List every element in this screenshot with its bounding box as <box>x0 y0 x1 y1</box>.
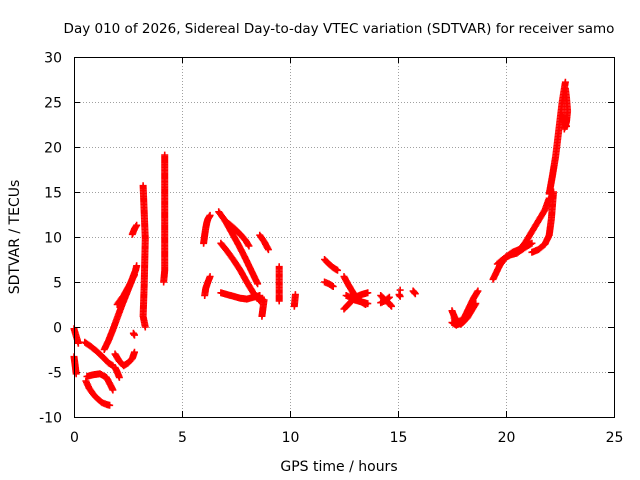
data-series-segment <box>396 286 404 294</box>
data-series-segment <box>409 287 419 298</box>
data-series-segment <box>217 239 264 305</box>
y-tick-label: 0 <box>53 321 62 337</box>
data-point <box>133 221 141 229</box>
y-tick-label: 25 <box>44 96 62 112</box>
data-series-segment <box>256 231 272 254</box>
y-tick-label: 10 <box>44 231 62 247</box>
data-series-segment <box>139 182 149 331</box>
data-point <box>385 293 393 301</box>
data-series-segment <box>201 273 214 299</box>
y-tick-label: -5 <box>48 366 62 382</box>
data-series-segment <box>70 325 82 347</box>
data-series-segment <box>160 151 169 286</box>
data-point <box>74 339 82 347</box>
x-tick-label: 15 <box>390 430 408 446</box>
data-point <box>411 290 419 298</box>
data-point <box>396 286 404 294</box>
data-series-segment <box>128 221 141 238</box>
data-point <box>254 280 262 288</box>
x-tick-label: 20 <box>498 430 516 446</box>
data-point <box>106 401 114 409</box>
x-tick-label: 0 <box>70 430 79 446</box>
data-point <box>258 312 266 320</box>
chart-title: Day 010 of 2026, Sidereal Day-to-day VTE… <box>64 21 615 37</box>
y-tick-label: 5 <box>53 276 62 292</box>
data-point <box>467 305 475 313</box>
data-series-segment <box>515 194 553 254</box>
data-point <box>364 300 372 308</box>
data-point <box>562 122 570 130</box>
data-point <box>290 302 298 310</box>
y-tick-label: 15 <box>44 186 62 202</box>
data-series-segment <box>395 291 404 300</box>
data-series-segment <box>129 329 138 339</box>
data-point <box>206 211 214 219</box>
data-series-segment <box>221 217 253 250</box>
plot-frame <box>74 57 615 418</box>
data-series-segment <box>493 240 534 268</box>
data-series-segment <box>321 256 342 274</box>
data-series-segment <box>81 338 117 370</box>
data-series-segment <box>377 293 393 307</box>
data-series-segment <box>450 305 475 326</box>
x-tick-label: 10 <box>282 430 300 446</box>
y-tick-label: 20 <box>44 141 62 157</box>
data-series-segment <box>275 263 283 305</box>
data-point <box>334 266 342 274</box>
data-series-segment <box>321 278 337 290</box>
data-point <box>129 329 137 337</box>
data-point <box>396 292 404 300</box>
data-point <box>474 287 482 295</box>
data-point <box>206 273 214 281</box>
data-point <box>384 294 392 302</box>
data-point <box>130 348 138 356</box>
data-point <box>245 242 253 250</box>
data-point <box>160 278 168 286</box>
data-series-segment <box>82 377 114 409</box>
data-series-segment <box>290 291 299 310</box>
x-tick-label: 5 <box>178 430 187 446</box>
y-tick-label: -10 <box>39 411 62 427</box>
data-point <box>109 386 117 394</box>
data-series-segment <box>256 294 268 320</box>
data-series-segment <box>83 370 117 394</box>
data-point <box>115 373 123 381</box>
data-point <box>264 246 272 254</box>
data-series-segment <box>558 112 570 130</box>
data-series-segment <box>113 271 138 308</box>
data-point <box>244 241 252 249</box>
data-point <box>329 283 337 290</box>
data-point <box>275 297 283 305</box>
grid <box>74 57 614 417</box>
data-series-segment <box>111 348 138 370</box>
y-tick-label: 30 <box>44 51 62 67</box>
data-point <box>364 289 372 297</box>
y-axis-label: SDTVAR / TECUs <box>7 180 23 295</box>
x-axis-label: GPS time / hours <box>280 459 397 475</box>
x-tick-label: 25 <box>606 430 624 446</box>
data-series-segment <box>217 289 264 303</box>
data-series-segment <box>528 188 558 256</box>
data-point <box>72 370 80 378</box>
data-series-segment <box>70 353 80 378</box>
data-point <box>133 262 141 270</box>
data-point <box>388 302 396 310</box>
data-point <box>467 306 475 314</box>
data-series-segment <box>342 292 372 308</box>
data-point <box>130 271 138 279</box>
data-point <box>141 323 149 331</box>
data-point <box>561 78 569 86</box>
data-points <box>70 78 572 409</box>
axis-ticks: 0 5 10 15 20 25 -10 -5 0 5 10 15 20 25 30 <box>39 51 623 447</box>
data-series-segment <box>111 364 123 381</box>
data-series-segment <box>200 211 214 247</box>
